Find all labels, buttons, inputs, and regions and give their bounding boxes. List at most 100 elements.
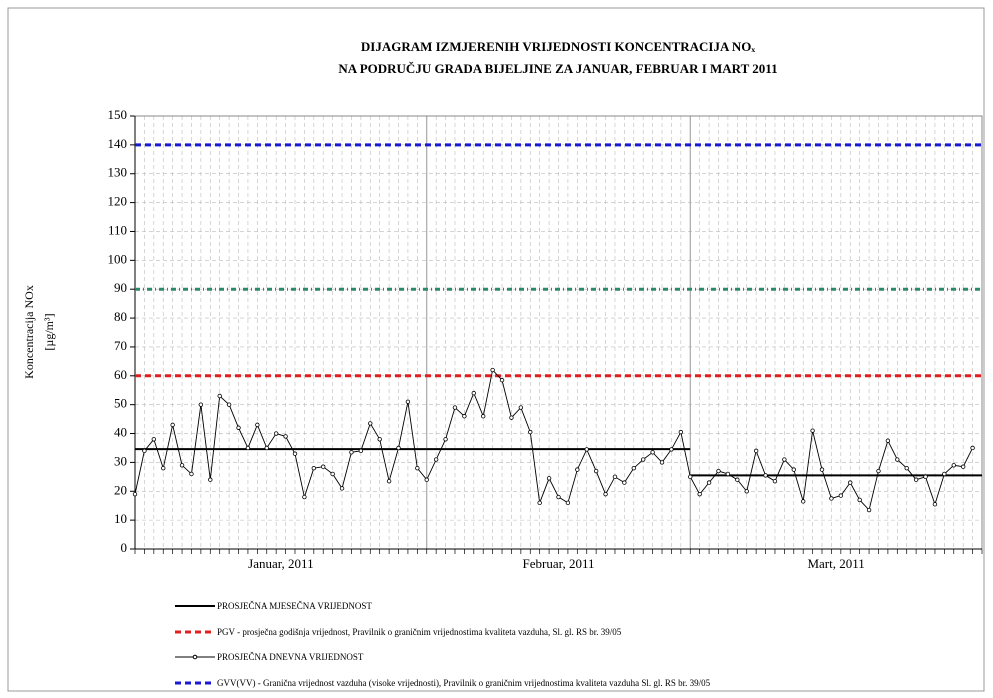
daily-point: [292, 451, 298, 456]
y-tick-label: 120: [108, 194, 128, 209]
daily-point: [226, 402, 232, 407]
daily-point: [321, 464, 326, 469]
y-tick-label: 20: [114, 482, 127, 497]
legend-label: PROSJEČNA MJESEČNA VRIJEDNOST: [217, 601, 372, 611]
y-tick-label: 100: [108, 251, 128, 266]
daily-point: [763, 473, 768, 478]
daily-point: [603, 491, 608, 497]
legend-label: PROSJEČNA DNEVNA VRIJEDNOST: [217, 652, 364, 662]
daily-point: [612, 474, 618, 480]
daily-point: [349, 450, 354, 455]
daily-point: [396, 445, 401, 451]
daily-point: [132, 491, 138, 497]
daily-point: [255, 422, 260, 428]
daily-point: [386, 478, 392, 484]
daily-point: [179, 463, 185, 468]
legend-entry: GVV(VV) - Granična vrijednost vazduha (v…: [175, 678, 807, 688]
y-tick-label: 90: [114, 280, 127, 295]
daily-point: [913, 477, 919, 482]
daily-point: [575, 467, 580, 472]
chart-title: NA PODRUČJU GRADA BIJELJINE ZA JANUAR, F…: [338, 61, 777, 76]
daily-point: [339, 486, 345, 491]
y-axis-label: [µg/m³]: [42, 313, 56, 350]
daily-point: [772, 478, 778, 484]
daily-point: [433, 457, 439, 462]
legend-swatch: [175, 681, 215, 684]
daily-point: [424, 477, 429, 482]
daily-point: [800, 499, 806, 504]
daily-point: [245, 445, 251, 451]
daily-point: [678, 429, 684, 435]
daily-point: [302, 494, 307, 500]
daily-point: [264, 445, 269, 451]
daily-point: [791, 467, 796, 472]
x-group-label: Februar, 2011: [523, 556, 595, 571]
daily-point: [970, 445, 975, 451]
daily-point: [904, 465, 909, 471]
daily-point: [876, 468, 881, 474]
legend-entry: PGV - prosječna godišnja vrijednost, Pra…: [175, 627, 807, 637]
daily-point: [528, 429, 533, 435]
y-tick-label: 10: [114, 511, 127, 526]
daily-point: [452, 405, 458, 410]
daily-point: [161, 465, 166, 471]
daily-line: [134, 369, 973, 511]
daily-point: [782, 457, 787, 462]
legend-swatch: [175, 605, 215, 607]
daily-point: [415, 465, 420, 471]
daily-point: [753, 448, 759, 454]
daily-point: [923, 474, 928, 480]
daily-point: [151, 437, 157, 442]
legend-entry: PROSJEČNA DNEVNA VRIJEDNOST: [175, 652, 807, 662]
daily-point: [217, 393, 222, 399]
y-tick-label: 110: [108, 222, 127, 237]
daily-point: [236, 425, 241, 430]
daily-point: [471, 390, 476, 396]
frame: [7, 7, 985, 692]
daily-point: [810, 428, 815, 433]
legend-label: GVV(VV) - Granična vrijednost vazduha (v…: [217, 677, 711, 688]
daily-point: [697, 491, 702, 497]
daily-point: [208, 477, 213, 482]
legend-label: PGV - prosječna godišnja vrijednost, Pra…: [217, 626, 622, 637]
y-tick-label: 60: [114, 367, 127, 382]
chart-title: DIJAGRAM IZMJERENIH VRIJEDNOSTI KONCENTR…: [361, 39, 756, 54]
daily-point: [405, 399, 411, 404]
legend-entry: PROSJEČNA MJESEČNA VRIJEDNOST: [175, 601, 807, 611]
daily-point: [942, 471, 947, 477]
daily-point: [885, 438, 891, 443]
daily-point: [829, 496, 834, 501]
daily-point: [565, 500, 571, 506]
daily-point: [170, 422, 175, 428]
daily-point: [819, 467, 825, 472]
daily-point: [866, 507, 872, 513]
daily-point: [951, 463, 956, 468]
y-tick-label: 140: [108, 136, 128, 151]
legend-marker: [192, 654, 198, 660]
daily-point: [650, 450, 655, 455]
daily-point: [735, 477, 740, 482]
daily-point: [622, 480, 627, 485]
y-axis-label: Koncentracija NOx: [22, 285, 36, 379]
y-tick-label: 150: [108, 107, 128, 122]
daily-point: [688, 474, 693, 480]
daily-point: [198, 402, 204, 407]
daily-point: [659, 460, 665, 465]
daily-point: [706, 480, 712, 485]
daily-point: [368, 421, 373, 426]
daily-point: [584, 447, 589, 452]
daily-point: [932, 502, 938, 507]
daily-point: [499, 377, 505, 383]
y-tick-label: 130: [108, 165, 128, 180]
daily-point: [462, 414, 467, 419]
daily-point: [838, 493, 844, 498]
daily-point: [142, 448, 147, 454]
daily-point: [311, 465, 317, 471]
daily-point: [358, 448, 364, 454]
daily-point: [546, 476, 552, 481]
daily-point: [848, 480, 853, 485]
daily-point: [273, 431, 279, 436]
daily-point: [330, 471, 335, 477]
